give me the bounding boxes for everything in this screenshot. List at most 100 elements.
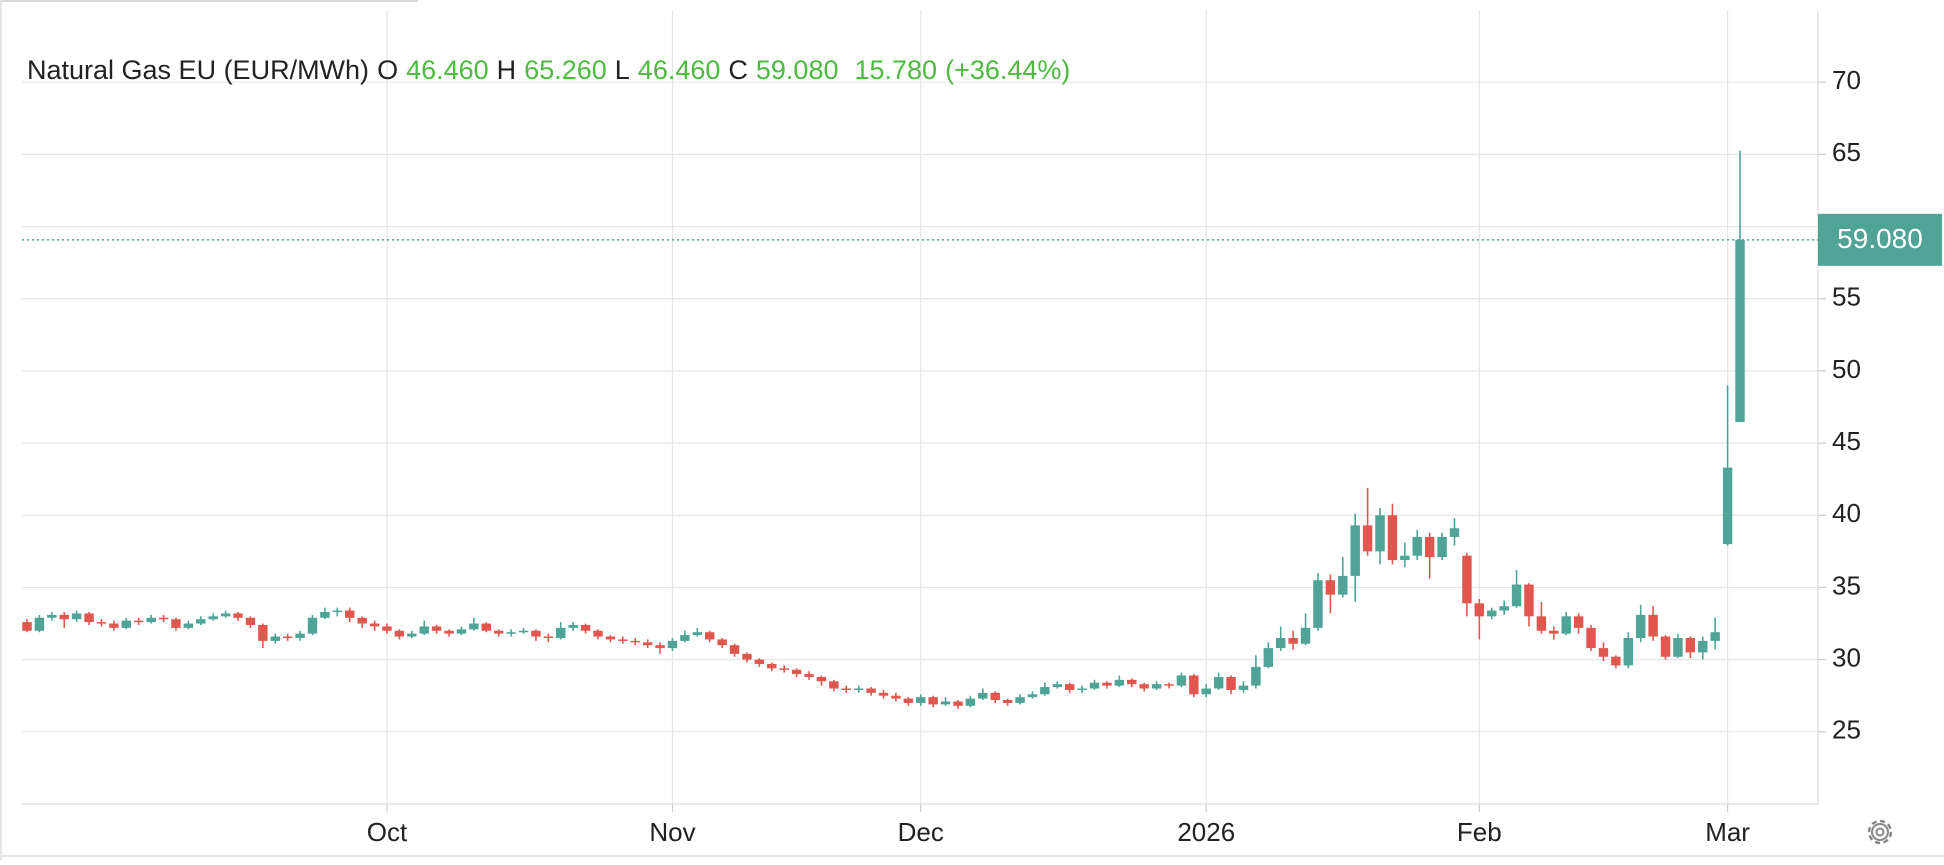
- x-tick-label: Oct: [367, 817, 408, 847]
- candle-body: [1424, 536, 1435, 558]
- candle-body: [791, 669, 802, 675]
- candle-body: [978, 692, 988, 699]
- candle-body: [208, 616, 218, 620]
- candle-body: [1052, 684, 1062, 688]
- candle-body: [518, 630, 529, 633]
- candle-body: [556, 627, 566, 638]
- candle-body: [1375, 515, 1385, 552]
- candle-body: [605, 636, 616, 640]
- candle-body: [1387, 515, 1398, 561]
- y-tick-label: 45: [1832, 426, 1861, 456]
- candle-body: [1536, 616, 1547, 631]
- candle-body: [1189, 675, 1199, 695]
- candle-body: [829, 681, 839, 689]
- candle-body: [1549, 630, 1559, 634]
- candle-body: [1288, 637, 1298, 644]
- candle-body: [729, 645, 740, 654]
- candle-body: [916, 697, 926, 703]
- candle-body: [767, 663, 777, 669]
- x-tick-label: Mar: [1705, 817, 1750, 847]
- candle-body: [1660, 636, 1671, 657]
- candle-body: [258, 624, 268, 641]
- candle-body: [233, 613, 243, 618]
- candle-body: [568, 624, 578, 628]
- candle-body: [1313, 580, 1323, 628]
- candle-body: [47, 614, 57, 618]
- y-tick-label: 35: [1832, 570, 1861, 600]
- candle-body: [680, 635, 690, 641]
- candle-body: [1449, 528, 1460, 537]
- candle-body: [270, 636, 280, 641]
- candle-body: [1015, 697, 1025, 703]
- candle-body: [407, 633, 417, 637]
- candle-body: [121, 620, 132, 628]
- candle-body: [1213, 676, 1224, 689]
- candle-body: [1722, 467, 1733, 545]
- candle-body: [866, 688, 876, 693]
- candle-body: [469, 623, 479, 630]
- candle-body: [196, 619, 206, 624]
- candle-body: [891, 695, 901, 699]
- candle-body: [779, 668, 789, 670]
- candle-body: [1623, 637, 1633, 666]
- candle-body: [816, 676, 827, 682]
- y-tick-label: 55: [1832, 282, 1861, 312]
- y-tick-label: 30: [1832, 643, 1861, 673]
- readout-field-label: C: [728, 55, 748, 85]
- candle-body: [1040, 687, 1050, 695]
- y-tick-label: 70: [1832, 65, 1861, 95]
- candle-body: [1673, 637, 1683, 657]
- candle-body: [1698, 640, 1708, 653]
- candle-body: [1611, 656, 1621, 666]
- candle-body: [1499, 606, 1509, 611]
- y-tick-label: 25: [1832, 715, 1861, 745]
- candle-body: [84, 613, 94, 623]
- candle-body: [282, 636, 293, 639]
- candle-body: [1201, 688, 1211, 695]
- candle-body: [332, 610, 343, 613]
- candle-body: [1151, 684, 1162, 689]
- readout-change-pct: (+36.44%): [945, 55, 1070, 85]
- candle-body: [1462, 555, 1472, 604]
- candle-body: [1362, 525, 1373, 552]
- candle-body: [1300, 627, 1311, 644]
- candle-body: [531, 630, 541, 637]
- candle-body: [742, 653, 752, 660]
- candle-body: [593, 630, 603, 637]
- candle-body: [1524, 584, 1534, 617]
- x-tick-label: Feb: [1457, 817, 1502, 847]
- candle-body: [1251, 666, 1261, 686]
- candle-body: [1325, 580, 1336, 595]
- candle-body: [804, 674, 814, 677]
- candle-body: [1350, 525, 1360, 576]
- candle-body: [1400, 555, 1410, 561]
- candle-body: [1710, 632, 1720, 641]
- candle-body: [1412, 536, 1422, 556]
- candle-body: [655, 645, 665, 649]
- candle-body: [1573, 616, 1584, 628]
- candle-body: [878, 692, 889, 696]
- candle-body: [543, 636, 554, 639]
- candle-body: [1089, 682, 1100, 689]
- instrument-name: Natural Gas EU (EUR/MWh): [27, 55, 369, 85]
- candle-body: [1102, 682, 1112, 686]
- candle-body: [1164, 684, 1174, 686]
- candle-body: [1437, 536, 1447, 558]
- candle-body: [96, 622, 107, 624]
- candle-body: [456, 629, 467, 634]
- candle-body: [146, 617, 156, 623]
- x-tick-label: Dec: [898, 817, 944, 847]
- candle-body: [307, 617, 318, 634]
- candle-body: [1561, 616, 1571, 634]
- candle-body: [1127, 679, 1137, 685]
- candle-body: [444, 630, 454, 634]
- readout-field-label: O: [377, 55, 398, 85]
- candle-body: [1635, 614, 1646, 638]
- candle-body: [1685, 637, 1696, 653]
- ohlc-readout: Natural Gas EU (EUR/MWh) O 46.460 H 65.260 L 4…: [27, 55, 1070, 85]
- settings-button[interactable]: [1867, 819, 1893, 845]
- candle-body: [1027, 694, 1038, 698]
- candle-body: [1238, 685, 1249, 690]
- candle-body: [1276, 637, 1286, 649]
